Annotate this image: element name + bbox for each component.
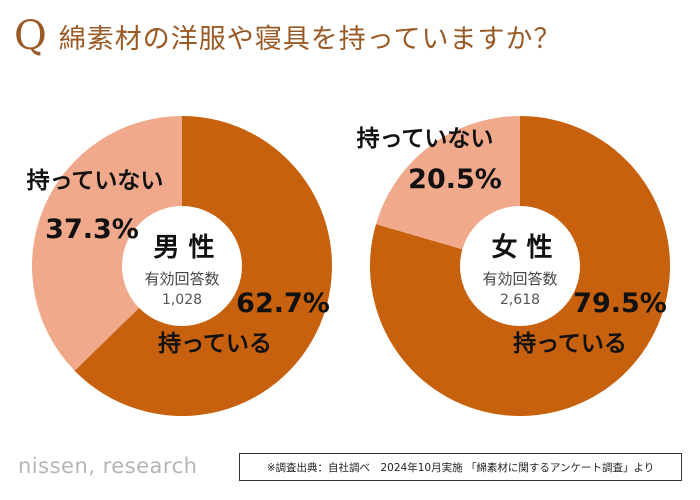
- chart-men-not-own-value: 37.3%: [45, 214, 139, 245]
- chart-women: 女 性 有効回答数 2,618 79.5% 持っている 20.5% 持っていない: [357, 116, 670, 416]
- q-mark: Q: [14, 13, 47, 59]
- source-note: ※調査出典：自社調べ 2024年10月実施 「綿素材に関するアンケート調査」より: [239, 453, 682, 481]
- chart-women-center: [460, 206, 580, 326]
- chart-women-respondents-count: 2,618: [500, 292, 540, 308]
- question-text: 綿素材の洋服や寝具を持っていますか？: [58, 23, 562, 55]
- chart-men-center: [122, 206, 242, 326]
- chart-men-respondents-count: 1,028: [162, 292, 202, 308]
- slice-not-own: [31, 116, 183, 371]
- chart-men-respondents-label: 有効回答数: [144, 270, 219, 288]
- chart-men-own-label: 持っている: [158, 331, 272, 357]
- chart-women-group-label: 女 性: [491, 232, 552, 263]
- nissen-research-logo: nissen, research: [18, 454, 198, 478]
- chart-women-not-own-label: 持っていない: [357, 126, 494, 152]
- chart-women-respondents-label: 有効回答数: [482, 270, 557, 288]
- chart-women-own-label: 持っている: [513, 331, 627, 357]
- chart-men: 男 性 有効回答数 1,028 62.7% 持っている 37.3% 持っていない: [27, 116, 332, 416]
- chart-men-group-label: 男 性: [153, 233, 214, 263]
- chart-men-own-value: 62.7%: [236, 288, 330, 319]
- chart-women-not-own-value: 20.5%: [408, 164, 502, 195]
- page-title: Q 綿素材の洋服や寝具を持っていますか？: [14, 8, 561, 64]
- chart-women-own-value: 79.5%: [573, 288, 667, 319]
- chart-men-not-own-label: 持っていない: [27, 168, 164, 194]
